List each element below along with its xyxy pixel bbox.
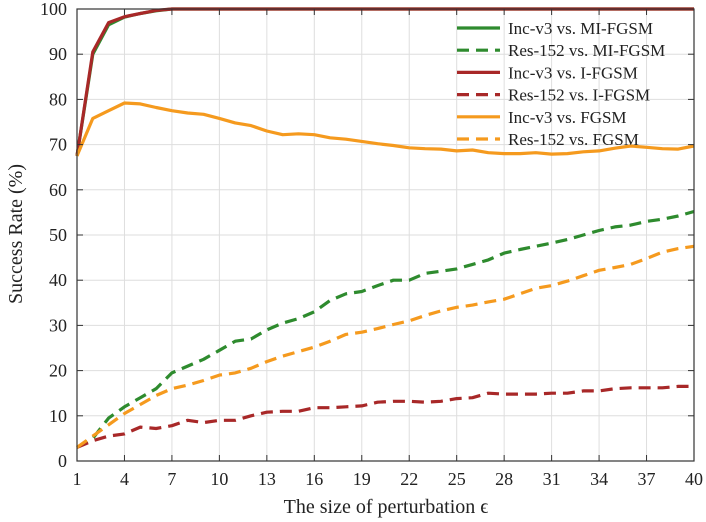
x-tick-label: 28 [495, 469, 513, 489]
legend-label: Inc-v3 vs. FGSM [508, 108, 627, 127]
y-tick-label: 20 [49, 361, 67, 381]
series-line [76, 244, 695, 449]
y-tick-label: 90 [49, 44, 67, 64]
x-tick-label: 37 [638, 469, 656, 489]
x-tick-label: 34 [590, 469, 608, 489]
x-tick-label: 1 [73, 469, 82, 489]
x-tick-label: 7 [167, 469, 176, 489]
x-axis-label: The size of perturbation ϵ [284, 496, 489, 518]
y-axis-label: Success Rate (%) [5, 164, 27, 304]
x-tick-label: 22 [400, 469, 418, 489]
legend-label: Inc-v3 vs. I-FGSM [508, 63, 638, 82]
y-tick-label: 0 [58, 451, 67, 471]
x-tick-label: 13 [258, 469, 276, 489]
series-line [76, 384, 694, 449]
x-tick-label: 31 [543, 469, 561, 489]
legend-label: Res-152 vs. FGSM [508, 130, 639, 149]
x-tick-label: 25 [448, 469, 466, 489]
y-tick-label: 60 [49, 180, 67, 200]
x-tick-label: 4 [120, 469, 129, 489]
legend: Inc-v3 vs. MI-FGSM Res-152 vs. MI-FGSM Inc… [457, 19, 665, 149]
axis-ticks: 0 10 20 30 40 50 60 70 80 90 100 1 4 7 10 13 16 19 22 25 28 3… [40, 0, 703, 489]
legend-label: Res-152 vs. MI-FGSM [508, 41, 665, 60]
y-tick-label: 100 [40, 0, 67, 19]
y-tick-label: 10 [49, 406, 67, 426]
legend-label: Res-152 vs. I-FGSM [508, 86, 650, 105]
y-tick-label: 80 [49, 89, 67, 109]
y-tick-label: 30 [49, 315, 67, 335]
y-tick-label: 50 [49, 225, 67, 245]
x-tick-label: 16 [305, 469, 323, 489]
series-line [76, 209, 695, 449]
x-tick-label: 10 [210, 469, 228, 489]
x-tick-label: 40 [685, 469, 703, 489]
y-tick-label: 40 [49, 270, 67, 290]
legend-label: Inc-v3 vs. MI-FGSM [508, 19, 653, 38]
series-line [75, 101, 695, 157]
y-tick-label: 70 [49, 135, 67, 155]
x-tick-label: 19 [353, 469, 371, 489]
